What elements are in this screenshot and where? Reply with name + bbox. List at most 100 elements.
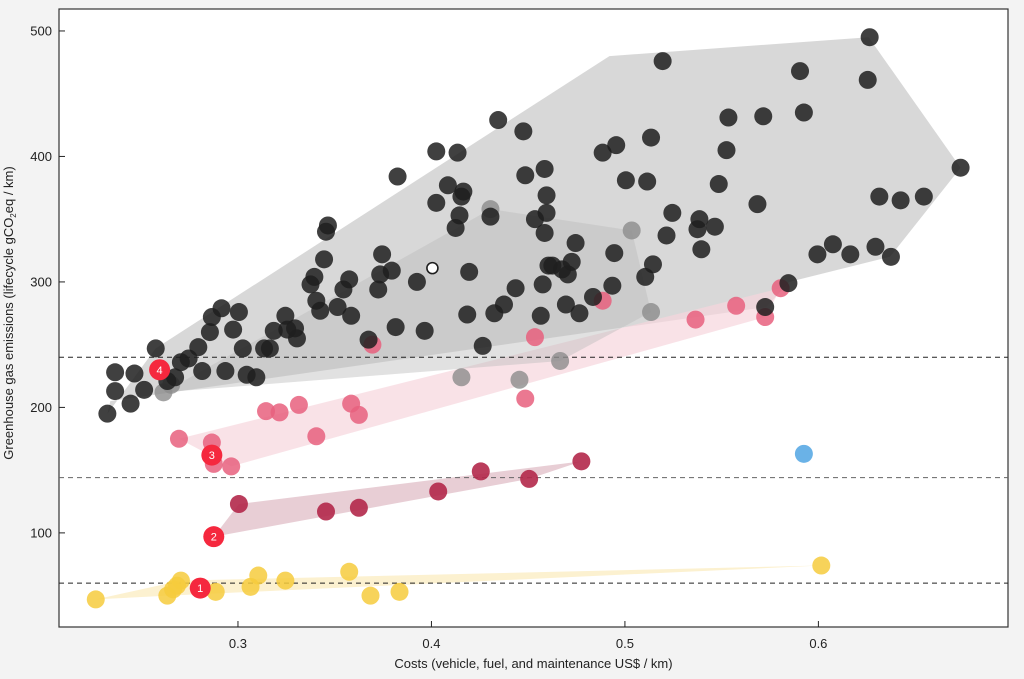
point-black: [808, 245, 827, 264]
point-pink: [222, 457, 241, 476]
point-black: [305, 267, 324, 286]
point-black: [516, 166, 535, 185]
point-black: [146, 339, 165, 358]
point-black: [125, 364, 144, 383]
point-black: [603, 276, 622, 295]
point-yellow: [249, 566, 268, 585]
y-axis-title-subscript: 2: [9, 213, 18, 218]
point-yellow: [390, 582, 409, 601]
point-black: [756, 298, 775, 317]
point-black: [653, 52, 672, 71]
point-black: [719, 108, 738, 127]
point-black: [454, 182, 473, 201]
point-black: [359, 330, 378, 349]
highlight-label: 1: [197, 583, 203, 595]
point-black: [260, 339, 279, 358]
highlight-label: 2: [211, 532, 217, 544]
point-black: [427, 193, 446, 212]
point-black: [473, 336, 492, 355]
highlight-label: 4: [157, 365, 163, 377]
point-black: [823, 235, 842, 254]
point-yellow: [340, 562, 359, 581]
point-pink: [349, 405, 368, 424]
point-black: [415, 321, 434, 340]
point-black: [481, 207, 500, 226]
point-black: [438, 176, 457, 195]
point-pink: [289, 395, 308, 414]
point-crimson: [316, 502, 335, 521]
point-black: [212, 299, 231, 318]
point-crimson: [572, 452, 591, 471]
point-black: [794, 103, 813, 122]
point-black: [858, 70, 877, 89]
point-yellow: [86, 590, 105, 609]
point-black: [881, 247, 900, 266]
y-axis: 100 200 300 400 500: [30, 23, 65, 540]
y-axis-title-part2: eq / km): [1, 166, 16, 213]
point-white: [426, 261, 439, 275]
point-black: [642, 128, 661, 147]
point-black: [342, 306, 361, 325]
point-black: [663, 203, 682, 222]
point-black: [369, 280, 388, 299]
point-pink: [727, 296, 746, 315]
point-gray: [551, 351, 570, 370]
point-black: [891, 191, 910, 210]
point-yellow: [812, 556, 831, 575]
point-yellow: [276, 571, 295, 590]
point-black: [607, 136, 626, 155]
point-black: [200, 323, 219, 342]
hull-yellow: [95, 565, 822, 600]
point-black: [870, 187, 889, 206]
point-black: [135, 380, 154, 399]
point-pink: [169, 429, 188, 448]
point-black: [407, 272, 426, 291]
point-black: [494, 295, 513, 314]
highlight-marker: [203, 526, 225, 548]
point-black: [556, 295, 575, 314]
highlight-point-2: 2: [203, 526, 225, 548]
point-black: [914, 187, 933, 206]
point-black: [531, 306, 550, 325]
point-pink: [516, 389, 535, 408]
point-black: [643, 255, 662, 274]
point-pink: [270, 403, 289, 422]
point-gray: [622, 221, 641, 240]
point-black: [216, 362, 235, 381]
point-black: [537, 203, 556, 222]
point-black: [386, 318, 405, 337]
point-black: [566, 234, 585, 253]
hull-crimson: [213, 461, 582, 537]
point-black: [106, 363, 125, 382]
highlight-point-4: 4: [149, 359, 171, 381]
point-black: [98, 404, 117, 423]
point-black: [458, 305, 477, 324]
point-black: [450, 206, 469, 225]
point-crimson: [349, 498, 368, 517]
point-black: [692, 240, 711, 259]
points-layer: [86, 28, 970, 609]
point-black: [276, 306, 295, 325]
point-black: [189, 338, 208, 357]
point-black: [866, 237, 885, 256]
point-pink: [525, 328, 544, 347]
point-black: [264, 321, 283, 340]
x-axis-title: Costs (vehicle, fuel, and maintenance US…: [394, 656, 672, 671]
point-black: [229, 303, 248, 322]
point-pink: [307, 427, 326, 446]
point-yellow: [171, 571, 190, 590]
point-black: [616, 171, 635, 190]
point-black: [427, 142, 446, 161]
y-tick-label: 500: [30, 23, 52, 38]
y-axis-title-part1: Greenhouse gas emissions (lifecycle gCO: [1, 218, 16, 460]
y-tick-label: 400: [30, 149, 52, 164]
point-black: [318, 216, 337, 235]
hull-gray: [163, 209, 651, 393]
point-black: [106, 382, 125, 401]
point-black: [562, 252, 581, 271]
point-gray: [510, 370, 529, 389]
point-pink: [686, 310, 705, 329]
point-black: [121, 394, 140, 413]
point-black: [287, 329, 306, 348]
